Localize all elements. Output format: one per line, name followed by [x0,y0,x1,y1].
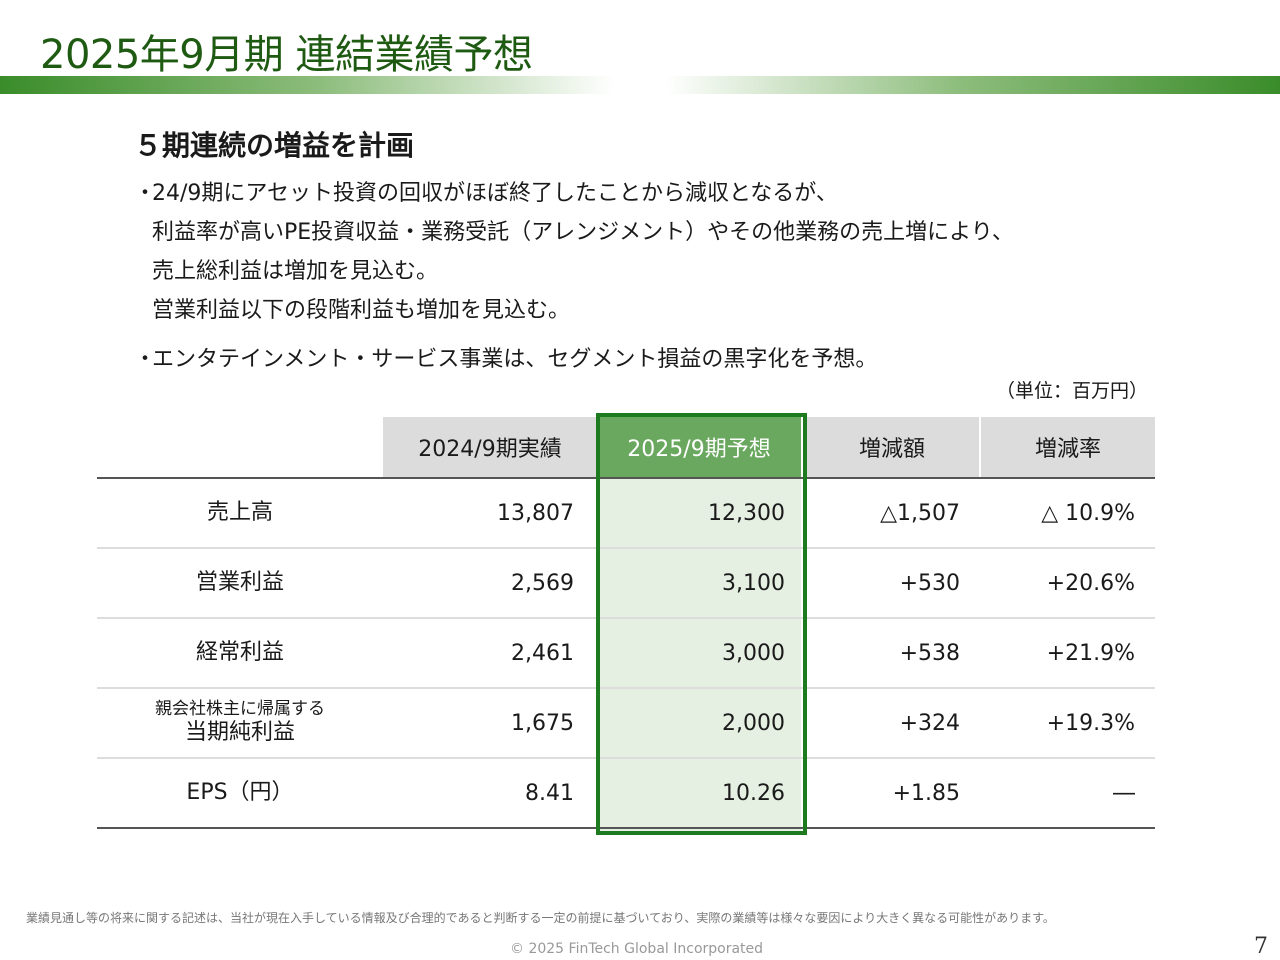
header-prev-actual: 2024/9期実績 [383,417,597,477]
cell-diff: +1.85 [892,780,960,806]
cell-diff: +530 [899,570,960,596]
forecast-column-highlight [597,479,801,831]
cell-diff: +538 [899,640,960,666]
bullet-1-line-2: 利益率が高いPE投資収益・業務受託（アレンジメント）やその他業務の売上増により、 [152,220,1014,245]
cell-forecast: 3,000 [722,640,785,666]
disclaimer-footnote: 業績見通し等の将来に関する記述は、当社が現在入手している情報及び合理的であると判… [26,911,1055,925]
cell-diff: △1,507 [880,500,960,526]
cell-prev: 2,461 [511,640,574,666]
header-forecast: 2025/9期予想 [597,417,801,477]
cell-prev: 8.41 [525,780,574,806]
header-change-rate: 増減率 [981,417,1155,477]
row-divider [97,547,1155,549]
row-label: 当期純利益 [184,720,295,745]
cell-rate: ― [1113,780,1135,806]
table-row: EPS（円） 8.41 10.26 +1.85 ― [97,759,1155,829]
row-label: 経常利益 [195,640,284,665]
table-bottom-rule [97,827,1155,829]
cell-diff: +324 [899,710,960,736]
title-gradient-bar [0,76,1280,94]
cell-prev: 2,569 [511,570,574,596]
copyright: © 2025 FinTech Global Incorporated [510,941,764,957]
cell-prev: 13,807 [497,500,574,526]
bullet-marker: ・ [134,347,157,372]
page-title: 2025年9月期 連結業績予想 [40,32,533,78]
row-label: 売上高 [206,500,273,525]
row-divider [97,687,1155,689]
cell-rate: +21.9% [1046,640,1135,666]
unit-note: （単位：百万円） [995,380,1148,402]
cell-forecast: 10.26 [722,780,785,806]
bullet-marker: ・ [134,181,157,206]
table-row: 売上高 13,807 12,300 △1,507 △ 10.9% [97,479,1155,549]
bullet-1-line-3: 売上総利益は増加を見込む。 [152,259,439,284]
bullet-1-line-1: ・24/9期にアセット投資の回収がほぼ終了したことから減収となるが、 [134,174,1014,213]
row-label-prefix: 親会社株主に帰属する [155,699,325,719]
row-label: 営業利益 [195,570,284,595]
forecast-column-border [596,413,807,835]
bullet-1: ・24/9期にアセット投資の回収がほぼ終了したことから減収となるが、 利益率が高… [134,174,1014,330]
row-divider [97,757,1155,759]
row-divider [97,617,1155,619]
cell-rate: △ 10.9% [1041,500,1135,526]
cell-forecast: 2,000 [722,710,785,736]
cell-prev: 1,675 [511,710,574,736]
cell-rate: +19.3% [1046,710,1135,736]
headline: ５期連続の増益を計画 [134,129,415,162]
table-row: 経常利益 2,461 3,000 +538 +21.9% [97,619,1155,689]
header-rule [97,477,1155,479]
table-row: 親会社株主に帰属する 当期純利益 1,675 2,000 +324 +19.3% [97,689,1155,759]
bullet-1-line-4: 営業利益以下の段階利益も増加を見込む。 [152,298,571,323]
cell-rate: +20.6% [1046,570,1135,596]
table-row: 営業利益 2,569 3,100 +530 +20.6% [97,549,1155,619]
bullet-2-line-1: ・エンタテインメント・サービス事業は、セグメント損益の黒字化を予想。 [134,340,877,379]
cell-forecast: 12,300 [708,500,785,526]
row-label: EPS（円） [186,780,294,805]
header-change-amount: 増減額 [805,417,979,477]
cell-forecast: 3,100 [722,570,785,596]
bullet-2: ・エンタテインメント・サービス事業は、セグメント損益の黒字化を予想。 [134,340,877,379]
page-number: 7 [1254,934,1268,959]
